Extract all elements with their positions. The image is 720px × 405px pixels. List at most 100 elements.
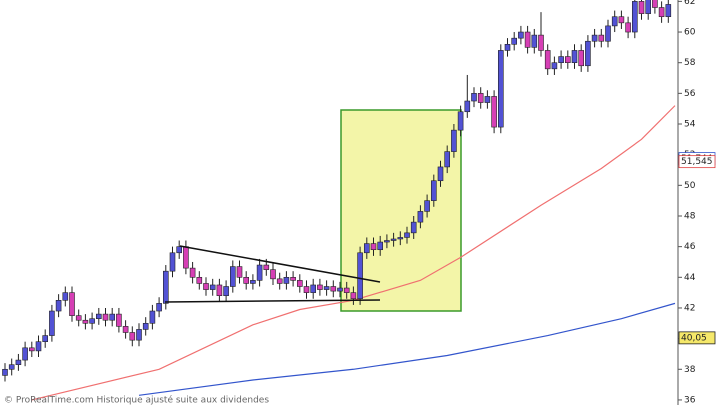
candle-body: [75, 315, 82, 321]
candle-body: [216, 284, 223, 297]
price-label-box: [678, 155, 716, 169]
candle-body: [658, 7, 665, 18]
candle-body: [116, 313, 122, 327]
candle-body: [82, 319, 89, 324]
candle-body: [303, 286, 310, 293]
candle-body: [230, 266, 236, 287]
candle-body: [645, 0, 652, 14]
candle-body: [317, 284, 323, 290]
candle-body: [28, 347, 35, 352]
candle-body: [8, 364, 15, 370]
candle-body: [591, 34, 598, 42]
candle-body: [337, 287, 343, 292]
candle-body: [223, 286, 229, 297]
candle-body: [283, 277, 290, 284]
candle-body: [310, 284, 317, 293]
candle-body: [236, 266, 243, 278]
price-label: 40,05: [681, 333, 707, 343]
candle-body: [564, 56, 571, 63]
candle-body: [444, 151, 451, 168]
candle-body: [424, 200, 430, 212]
candle-body: [457, 111, 464, 131]
candle-body: [49, 310, 55, 336]
candle-body: [129, 332, 136, 341]
y-tick-label: 36: [684, 395, 696, 405]
candle-body: [357, 252, 363, 300]
candle-body: [163, 270, 169, 304]
candle-body: [122, 326, 129, 333]
candle-body: [544, 50, 551, 70]
candle-body: [196, 277, 203, 284]
candle-body: [256, 264, 263, 281]
candle-body: [430, 180, 437, 201]
y-tick-label: 62: [684, 0, 695, 7]
y-tick-label: 56: [684, 89, 696, 99]
candle-body: [652, 0, 658, 8]
candle-body: [551, 62, 558, 70]
candle-body: [363, 243, 370, 254]
y-tick-label: 44: [684, 273, 696, 283]
candle-body: [384, 240, 390, 243]
price-label: 51,545: [681, 157, 713, 167]
candle-body: [96, 313, 102, 319]
y-tick-label: 50: [684, 181, 696, 191]
candle-body: [464, 100, 471, 113]
candle-body: [611, 16, 618, 27]
candle-body: [471, 93, 477, 102]
moving-average: [31, 105, 676, 401]
candle-body: [404, 232, 410, 238]
price-label-box: [678, 331, 716, 345]
trend-line: [179, 245, 381, 283]
candle-body: [585, 40, 591, 67]
candle-body: [89, 318, 95, 324]
candle-body: [15, 359, 22, 365]
candle-body: [578, 50, 585, 67]
y-tick-label: 60: [684, 28, 696, 38]
candle-body: [243, 277, 249, 284]
candle-body: [343, 287, 350, 293]
candle-body: [189, 267, 196, 278]
candle-body: [69, 292, 75, 316]
candle-body: [625, 22, 631, 33]
candle-body: [410, 221, 417, 234]
candle-body: [665, 4, 672, 18]
candle-body: [571, 50, 578, 63]
candle-body: [22, 347, 28, 361]
candle-body: [176, 246, 182, 254]
candle-body: [323, 286, 330, 290]
candle-body: [290, 277, 296, 281]
candle-body: [618, 16, 625, 24]
candle-body: [511, 37, 518, 45]
candle-body: [149, 310, 156, 324]
candle-body: [397, 237, 404, 240]
candle-body: [169, 252, 176, 272]
candle-body: [370, 243, 377, 251]
candle-body: [55, 300, 62, 312]
candle-body: [417, 211, 424, 223]
candle-body: [142, 322, 149, 330]
candle-body: [270, 269, 276, 280]
candle-body: [524, 31, 531, 48]
candle-body: [136, 329, 142, 341]
y-tick-label: 58: [684, 58, 696, 68]
candle-body: [109, 313, 115, 321]
candle-body: [2, 368, 8, 376]
moving-average: [138, 302, 676, 396]
candle-body: [531, 34, 538, 48]
candle-body: [330, 286, 337, 292]
candle-body: [350, 292, 357, 300]
y-tick-label: 54: [684, 120, 696, 130]
candle-body: [504, 44, 511, 51]
candle-body: [263, 264, 270, 270]
candle-body: [518, 31, 524, 39]
candle-body: [477, 93, 484, 103]
candle-body: [605, 25, 611, 42]
candle-body: [250, 280, 256, 284]
candle-body: [102, 313, 109, 321]
candle-body: [497, 50, 504, 128]
candle-body: [296, 280, 303, 287]
candle-body: [631, 1, 638, 33]
candle-body: [276, 278, 283, 284]
candle-body: [62, 292, 69, 301]
